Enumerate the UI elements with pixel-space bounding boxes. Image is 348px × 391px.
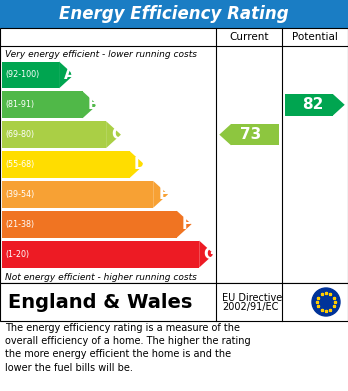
Text: F: F (182, 217, 192, 232)
Text: A: A (64, 67, 75, 83)
Bar (2, 121, 106, 148)
Text: (1-20): (1-20) (5, 249, 29, 258)
Text: Very energy efficient - lower running costs: Very energy efficient - lower running co… (5, 50, 197, 59)
Polygon shape (153, 181, 168, 208)
Text: 82: 82 (302, 97, 324, 112)
Polygon shape (130, 151, 144, 178)
Polygon shape (177, 211, 191, 238)
Polygon shape (82, 91, 97, 118)
Text: Energy Efficiency Rating: Energy Efficiency Rating (59, 5, 289, 23)
Text: (39-54): (39-54) (5, 190, 34, 199)
Bar (2, 240, 199, 267)
Text: England & Wales: England & Wales (8, 292, 192, 312)
Text: Current: Current (229, 32, 269, 42)
Polygon shape (59, 61, 74, 88)
Text: B: B (87, 97, 99, 112)
Text: G: G (203, 247, 216, 262)
Text: C: C (111, 127, 122, 142)
Text: 2002/91/EC: 2002/91/EC (222, 302, 278, 312)
Bar (0, 283, 348, 321)
Text: (92-100): (92-100) (5, 70, 39, 79)
Text: EU Directive: EU Directive (222, 293, 282, 303)
Bar (0, 0, 348, 28)
Bar (2, 61, 59, 88)
Text: (81-91): (81-91) (5, 100, 34, 109)
Polygon shape (106, 121, 121, 148)
Polygon shape (333, 94, 345, 115)
Bar (2, 151, 130, 178)
Bar (2, 211, 177, 238)
Text: The energy efficiency rating is a measure of the
overall efficiency of a home. T: The energy efficiency rating is a measur… (5, 323, 251, 373)
Bar (285, 94, 333, 115)
Text: 73: 73 (240, 127, 261, 142)
Polygon shape (199, 240, 214, 267)
Circle shape (312, 288, 340, 316)
Polygon shape (219, 124, 231, 145)
Bar (2, 181, 153, 208)
Text: (21-38): (21-38) (5, 220, 34, 229)
Bar (231, 124, 279, 145)
Text: (55-68): (55-68) (5, 160, 34, 169)
Text: (69-80): (69-80) (5, 130, 34, 139)
Bar (0, 28, 348, 283)
Bar (2, 91, 82, 118)
Text: Potential: Potential (292, 32, 338, 42)
Text: E: E (158, 187, 169, 202)
Text: D: D (134, 157, 146, 172)
Text: Not energy efficient - higher running costs: Not energy efficient - higher running co… (5, 273, 197, 282)
